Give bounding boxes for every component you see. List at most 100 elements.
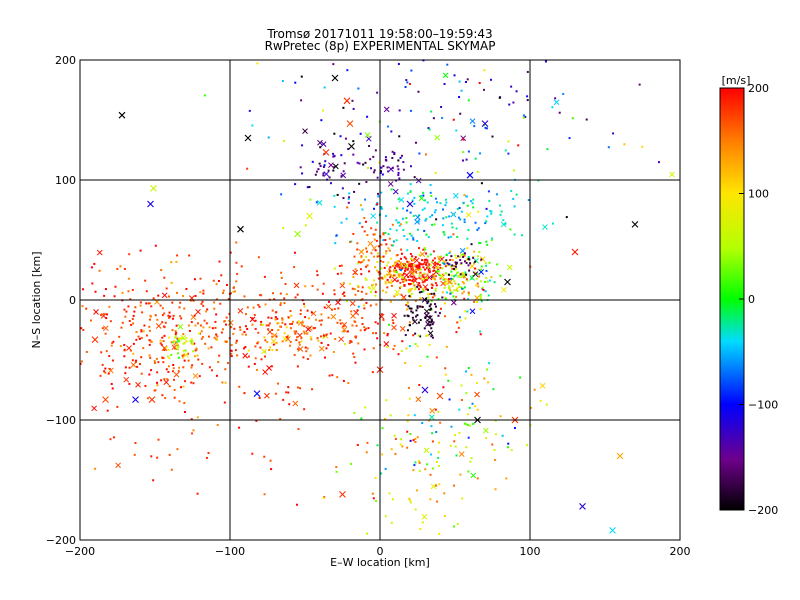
data-point [244,333,247,336]
data-point [480,265,483,268]
data-point [170,261,173,264]
data-point [274,318,277,321]
data-point [323,306,326,309]
data-point [195,308,201,315]
data-point [450,270,453,273]
data-point [123,355,126,358]
data-point [170,353,173,356]
data-point [397,273,400,276]
data-point [449,258,452,261]
data-point [408,295,411,298]
data-point [215,313,218,316]
cross-marker [571,248,579,256]
data-point [409,288,412,291]
data-point [171,370,174,373]
data-point [267,316,270,319]
data-point [150,340,153,343]
data-point [467,298,470,301]
data-point [467,291,470,294]
data-point [206,308,209,311]
data-point [434,305,437,308]
data-point [412,319,415,322]
data-point [478,251,481,254]
data-point [429,407,436,414]
data-point [367,286,370,289]
data-point [430,308,433,311]
data-point [428,292,431,295]
data-point [439,202,442,205]
data-point [364,220,367,223]
data-point [388,268,391,271]
data-point [263,275,266,278]
data-point [207,335,210,338]
data-point [177,323,184,330]
data-point [558,111,561,114]
cross-marker [481,120,489,127]
data-point [422,266,425,269]
data-point [427,127,430,130]
data-point [336,272,339,275]
data-point [395,239,398,242]
data-point [374,291,377,294]
data-point [393,434,396,437]
data-point [366,234,369,237]
data-point [338,336,345,343]
data-point [372,347,375,350]
data-point [372,233,375,236]
data-point [101,327,104,330]
data-point [150,305,153,308]
data-point [268,349,271,352]
data-point [419,297,422,300]
data-point [132,352,135,355]
data-point [139,301,142,304]
data-point [318,345,325,352]
data-point [524,115,527,118]
data-point [256,62,259,65]
data-point [401,297,404,300]
data-point [460,210,463,213]
data-point [187,324,190,327]
data-point [128,253,131,256]
data-point [102,325,109,332]
data-point [389,414,392,417]
data-point [329,332,332,335]
cross-marker [244,134,252,142]
data-point [232,290,235,293]
data-point [215,333,218,336]
data-point [426,201,429,204]
data-point [185,340,188,343]
data-point [352,140,355,143]
data-point [297,427,300,430]
data-point [123,376,130,383]
data-point [363,329,366,332]
data-point [371,492,374,495]
data-point [502,219,505,222]
data-point [182,333,185,336]
data-point [457,216,460,219]
data-point [404,86,407,89]
data-point [269,459,272,462]
data-point [328,162,334,168]
data-point [466,237,469,240]
data-point [99,374,102,377]
data-point [498,204,501,207]
data-point [410,292,413,295]
data-point [416,240,419,243]
data-point [224,368,227,371]
data-point [427,300,430,303]
data-point [443,83,446,86]
data-point [428,128,431,131]
data-point [325,347,328,350]
data-point [163,334,166,337]
data-point [476,300,479,303]
data-point [361,225,364,228]
data-point [431,296,434,299]
data-point [202,292,205,295]
data-point [469,460,472,463]
data-point [223,320,226,323]
data-point [446,63,449,66]
data-point [328,374,331,377]
data-point [229,251,232,254]
data-point [402,280,405,283]
data-point [409,282,412,285]
